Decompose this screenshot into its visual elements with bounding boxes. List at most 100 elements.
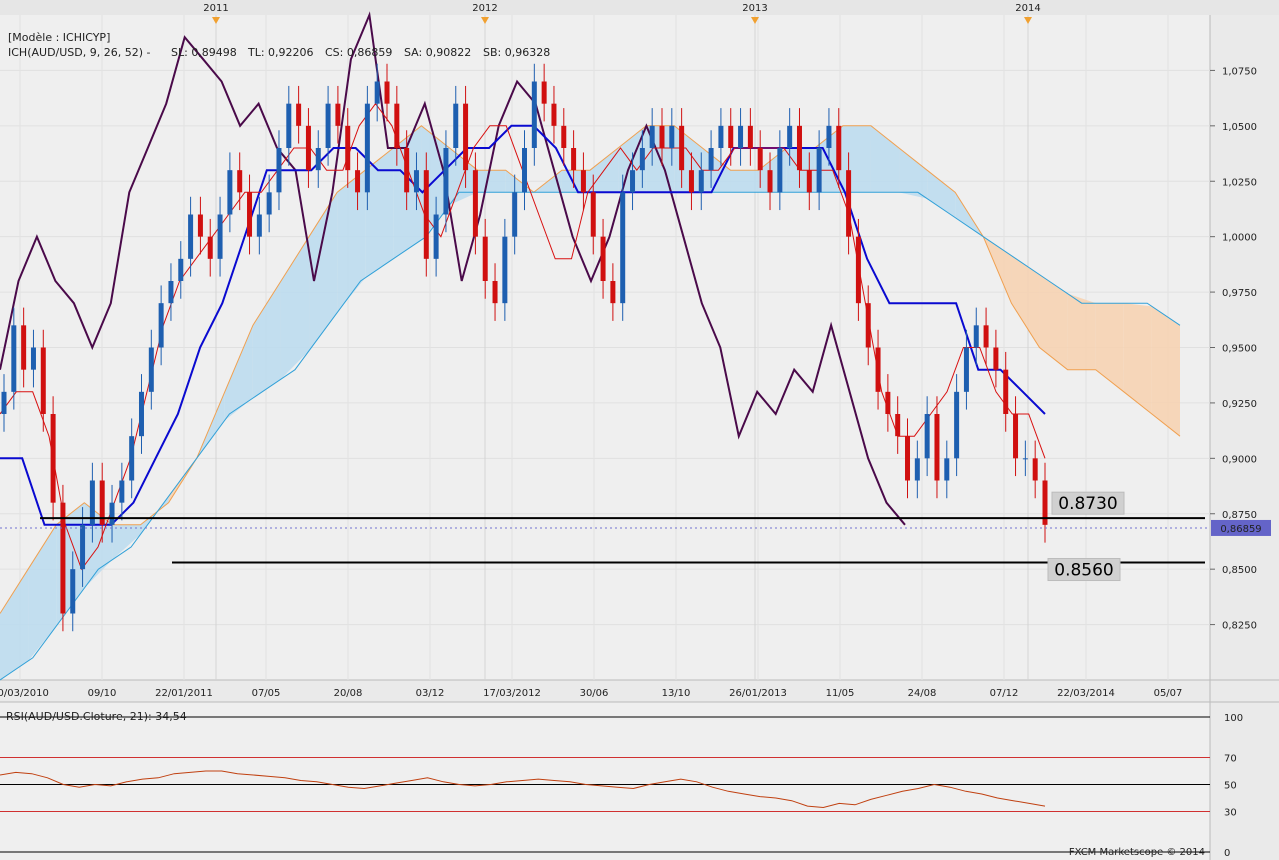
kumo-segment: [927, 170, 956, 218]
cs-label: CS: 0,86859: [325, 46, 392, 59]
candle-body: [247, 192, 253, 237]
candle-body: [492, 281, 498, 304]
kumo-segment: [477, 170, 506, 193]
x-tick-label: 11/05: [826, 688, 855, 699]
candle-body: [777, 148, 783, 193]
candle-body: [463, 103, 469, 171]
candle-body: [600, 236, 606, 281]
sa-label: SA: 0,90822: [404, 46, 471, 59]
kumo-segment: [1039, 274, 1068, 370]
x-tick-label: 07/12: [990, 688, 1019, 699]
candle-body: [168, 281, 174, 304]
candle-body: [973, 325, 979, 348]
kumo-segment: [337, 170, 366, 313]
kumo-segment: [1067, 293, 1096, 370]
x-tick-label: 20/08: [334, 688, 363, 699]
candle-body: [875, 347, 881, 392]
candle-body: [531, 81, 537, 148]
candle-body: [924, 414, 930, 459]
candle-body: [80, 524, 86, 570]
candle-body: [639, 148, 645, 171]
candle-body: [993, 347, 999, 370]
kumo-segment: [365, 148, 394, 278]
x-tick-label: 30/06: [580, 688, 609, 699]
candle-body: [109, 502, 115, 525]
price-axis: [1210, 15, 1279, 680]
kijun-line: [0, 124, 1046, 526]
x-tick-label: 20/03/2010: [0, 688, 49, 699]
candle-body: [796, 125, 802, 171]
candle-body: [914, 458, 920, 481]
candle-body: [865, 303, 871, 348]
chikou-line: [0, 11, 906, 526]
candle-body: [905, 436, 911, 481]
kumo-segment: [1123, 303, 1152, 414]
candle-body: [836, 125, 842, 171]
candle-body: [227, 170, 233, 215]
candle-body: [374, 81, 380, 104]
candle-body: [453, 103, 459, 148]
kumo-segment: [1095, 303, 1124, 392]
candle-body: [885, 391, 891, 414]
candle-body: [325, 103, 331, 148]
candle-body: [266, 192, 272, 215]
kumo-segment: [112, 524, 141, 560]
candle-body: [1032, 458, 1038, 481]
y-tick-label: 1,0000: [1222, 233, 1257, 244]
candle-body: [1042, 480, 1048, 525]
candle-body: [433, 214, 439, 259]
candle-body: [855, 236, 861, 304]
candle-body: [11, 325, 17, 392]
x-tick-label: 13/10: [662, 688, 691, 699]
candle-body: [816, 148, 822, 193]
candle-body: [944, 458, 950, 481]
candle-body: [963, 347, 969, 392]
candle-body: [158, 303, 164, 348]
candle-body: [394, 103, 400, 148]
year-label: 2014: [1015, 3, 1040, 14]
candle-body: [256, 214, 262, 237]
candle-body: [188, 214, 194, 259]
year-marker: [751, 17, 759, 24]
y-tick-label: 0,9750: [1222, 288, 1257, 299]
candle-body: [50, 414, 56, 503]
candle-body: [335, 103, 341, 126]
candle-body: [119, 480, 125, 503]
level-label-box: [1051, 491, 1125, 515]
x-tick-label: 05/07: [1154, 688, 1183, 699]
x-tick-label: 17/03/2012: [483, 688, 541, 699]
candle-body: [679, 125, 685, 171]
candle-body: [826, 125, 832, 148]
candle-body: [728, 125, 734, 148]
candle-body: [630, 170, 636, 193]
candle-body: [502, 236, 508, 304]
candle-body: [787, 125, 793, 148]
candle-body: [846, 170, 852, 237]
y-tick-label: 1,0500: [1222, 122, 1257, 133]
x-tick-label: 22/01/2011: [155, 688, 213, 699]
kumo-segment: [0, 569, 29, 680]
rsi-level-label: 30: [1224, 808, 1237, 819]
candle-body: [649, 125, 655, 148]
watermark: FXCM Marketscope © 2014: [1069, 847, 1205, 858]
candle-body: [698, 170, 704, 193]
candle-body: [413, 170, 419, 193]
rsi-level-label: 50: [1224, 781, 1237, 792]
candle-body: [1022, 458, 1028, 460]
candle-body: [718, 125, 724, 148]
current-price-badge: [1211, 519, 1271, 536]
candle-body: [21, 325, 27, 370]
kumo-segment: [280, 236, 310, 380]
candle-body: [472, 170, 478, 237]
rsi-level-label: 0: [1224, 848, 1230, 859]
sb-label: SB: 0,96328: [483, 46, 550, 59]
rsi-plot-area: [0, 702, 1210, 860]
candle-body: [954, 391, 960, 459]
candle-body: [708, 148, 714, 171]
kumo-segment: [1151, 306, 1180, 437]
kumo-segment: [870, 125, 900, 193]
kumo-segment: [224, 325, 253, 421]
candle-body: [207, 236, 213, 259]
year-marker: [1024, 17, 1032, 24]
ich-label: ICH(AUD/USD, 9, 26, 52) -: [8, 46, 151, 59]
